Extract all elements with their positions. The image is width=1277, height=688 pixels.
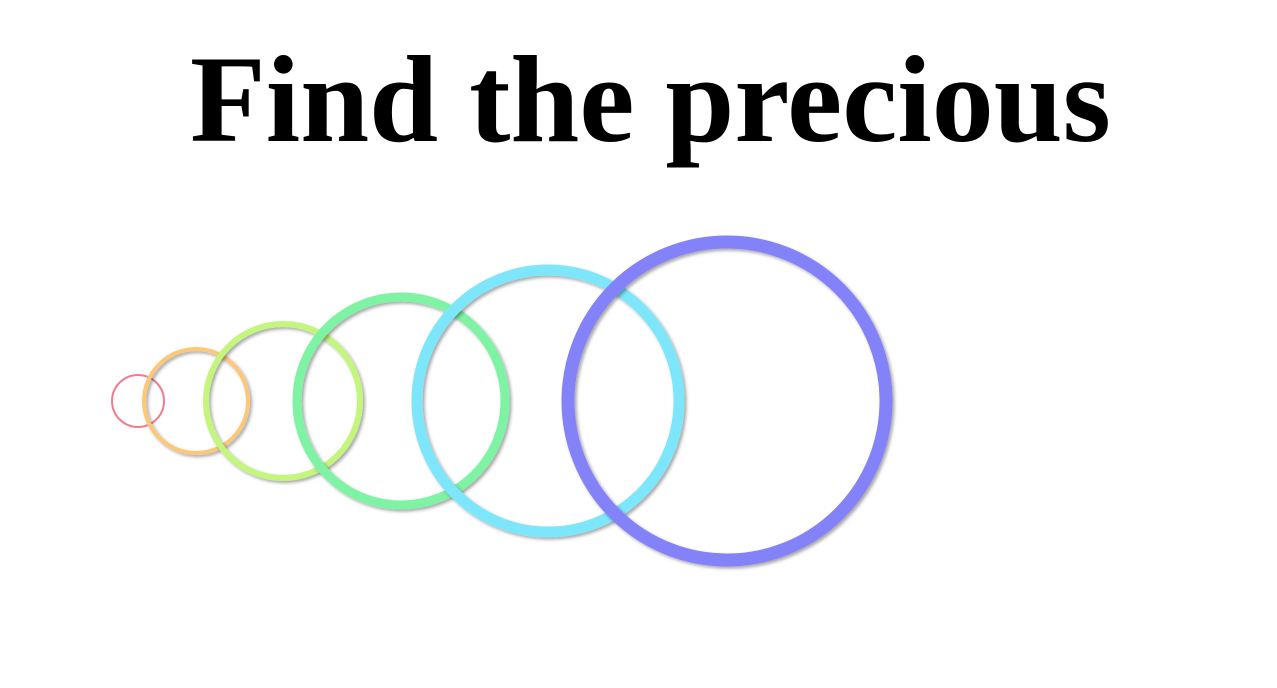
ring-lime <box>203 321 363 481</box>
ring-cyan <box>411 264 685 538</box>
ring-blue <box>561 235 893 567</box>
ring-green <box>292 292 510 510</box>
ring-red <box>111 374 165 428</box>
ring-orange <box>142 347 250 455</box>
page-title: Find the precious <box>190 31 1111 168</box>
